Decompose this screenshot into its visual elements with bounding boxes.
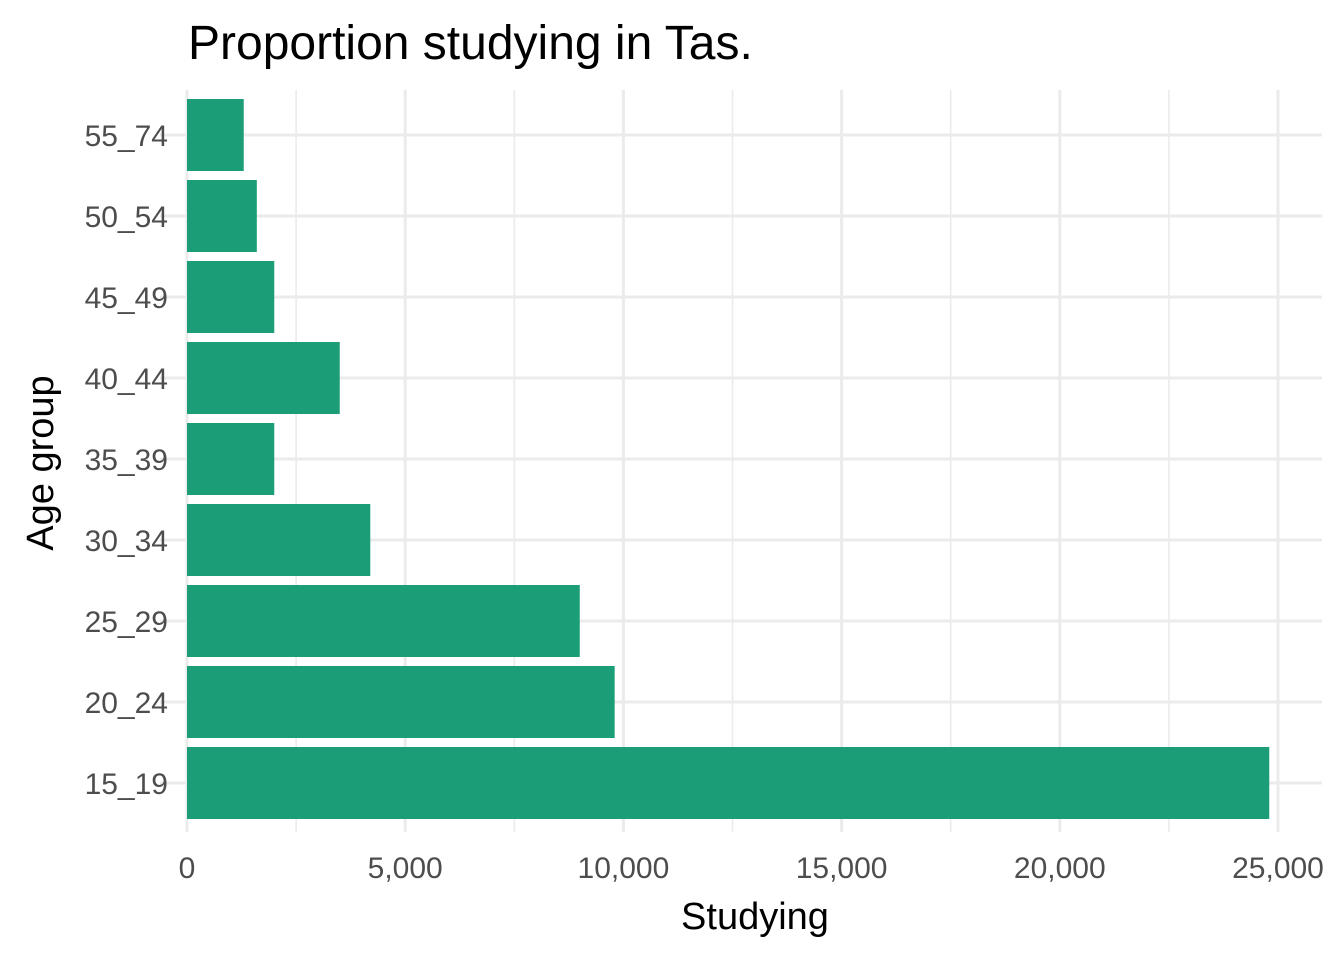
bar-50_54 bbox=[187, 180, 257, 252]
x-tick-label: 5,000 bbox=[368, 852, 443, 885]
y-tick-label: 50_54 bbox=[85, 201, 168, 234]
y-tick-label: 25_29 bbox=[85, 606, 168, 639]
x-tick-label: 0 bbox=[179, 852, 196, 885]
x-tick-label: 20,000 bbox=[1014, 852, 1106, 885]
chart-title: Proportion studying in Tas. bbox=[188, 17, 753, 70]
y-tick-label: 15_19 bbox=[85, 768, 168, 801]
bar-15_19 bbox=[187, 747, 1270, 819]
bars bbox=[187, 99, 1270, 819]
y-tick-label: 40_44 bbox=[85, 363, 168, 396]
x-tick-label: 10,000 bbox=[578, 852, 670, 885]
x-axis-title: Studying bbox=[681, 896, 829, 938]
bar-40_44 bbox=[187, 342, 340, 414]
x-axis-ticks: 0 5,000 10,000 15,000 20,000 25,000 bbox=[179, 852, 1324, 885]
bar-35_39 bbox=[187, 423, 275, 495]
bar-20_24 bbox=[187, 666, 615, 738]
bar-30_34 bbox=[187, 504, 371, 576]
y-axis-ticks: 15_19 20_24 25_29 30_34 35_39 40_44 45_49 50_54… bbox=[85, 120, 168, 801]
y-axis-title: Age group bbox=[20, 375, 62, 550]
x-tick-label: 25,000 bbox=[1232, 852, 1324, 885]
bar-25_29 bbox=[187, 585, 580, 657]
y-tick-label: 55_74 bbox=[85, 120, 168, 153]
y-tick-label: 45_49 bbox=[85, 282, 168, 315]
bar-45_49 bbox=[187, 261, 275, 333]
y-tick-label: 35_39 bbox=[85, 444, 168, 477]
y-tick-label: 20_24 bbox=[85, 687, 168, 720]
x-tick-label: 15,000 bbox=[796, 852, 888, 885]
y-tick-label: 30_34 bbox=[85, 525, 168, 558]
bar-55_74 bbox=[187, 99, 244, 171]
